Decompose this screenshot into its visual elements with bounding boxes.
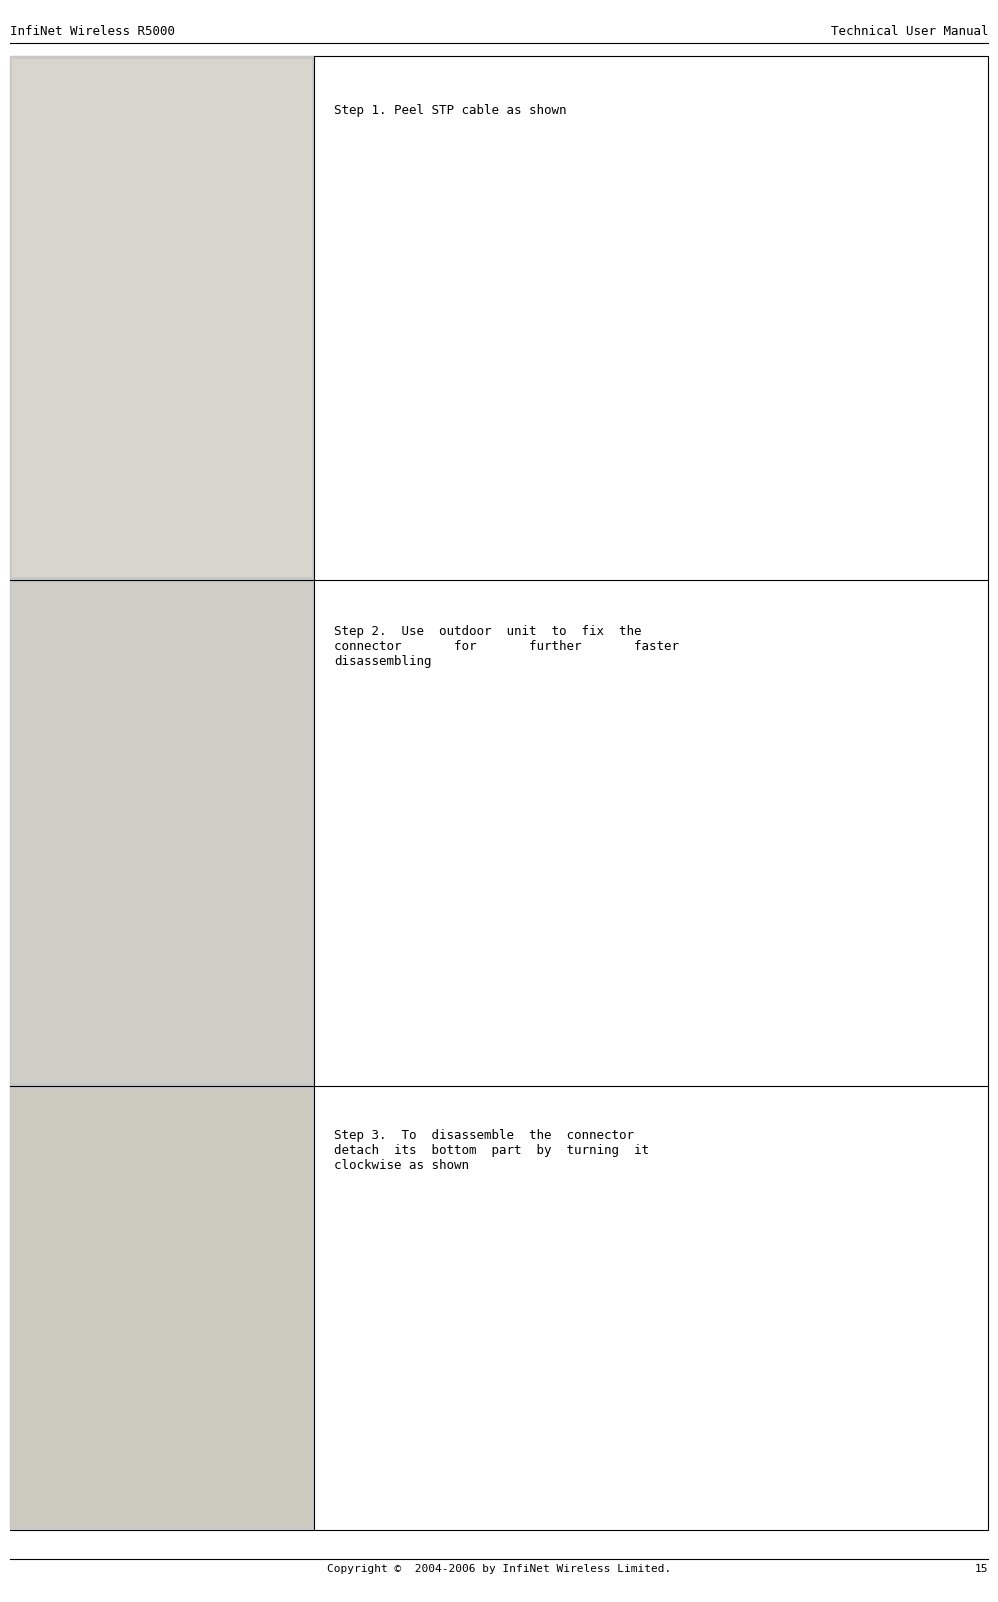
- Text: Step 3.  To  disassemble  the  connector
detach  its  bottom  part  by  turning : Step 3. To disassemble the connector det…: [334, 1129, 650, 1173]
- Bar: [10, 56, 314, 580]
- Text: Copyright ©  2004-2006 by InfiNet Wireless Limited.: Copyright © 2004-2006 by InfiNet Wireles…: [327, 1564, 671, 1573]
- Bar: [10, 1086, 314, 1530]
- Bar: [12, 583, 312, 1083]
- Text: InfiNet Wireless R5000: InfiNet Wireless R5000: [10, 26, 175, 38]
- Bar: [10, 580, 314, 1086]
- Text: 15: 15: [974, 1564, 988, 1573]
- Text: Technical User Manual: Technical User Manual: [830, 26, 988, 38]
- Bar: [12, 1089, 312, 1527]
- Bar: [12, 59, 312, 577]
- Text: Step 1. Peel STP cable as shown: Step 1. Peel STP cable as shown: [334, 104, 567, 117]
- Text: Step 2.  Use  outdoor  unit  to  fix  the
connector       for       further     : Step 2. Use outdoor unit to fix the conn…: [334, 625, 680, 668]
